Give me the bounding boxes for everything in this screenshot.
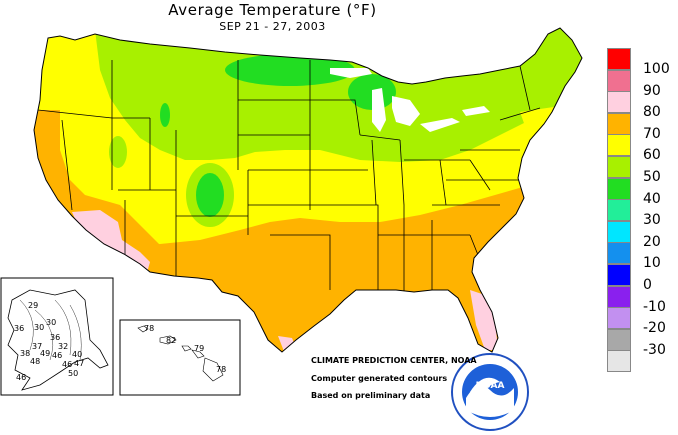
hawaii-value: 82 [166, 336, 176, 345]
alaska-value: 37 [32, 342, 42, 351]
alaska-value: 49 [40, 349, 50, 358]
alaska-value: 48 [30, 357, 40, 366]
legend-label: -30 [643, 341, 666, 358]
legend-label: 0 [643, 277, 652, 293]
legend-swatch [607, 199, 631, 222]
legend-label: -10 [643, 298, 666, 315]
legend-swatch [607, 307, 631, 330]
alaska-value: 40 [72, 350, 82, 359]
map-title: Average Temperature (°F) [168, 1, 377, 19]
legend-swatch [607, 134, 631, 157]
legend-swatch [607, 112, 631, 135]
noaa-logo-text: NOAA [476, 381, 505, 391]
credit-line-3: Based on preliminary data [311, 391, 431, 400]
legend-swatch [607, 69, 631, 92]
alaska-value: 36 [14, 324, 24, 333]
alaska-value: 30 [46, 318, 56, 327]
legend-label: 60 [643, 147, 661, 164]
alaska-value: 29 [28, 301, 38, 310]
credit-line-2: Computer generated contours [311, 374, 448, 383]
alaska-value: 38 [20, 349, 30, 358]
alaska-value: 50 [68, 369, 78, 378]
legend-swatch [607, 177, 631, 200]
alaska-value: 36 [50, 333, 60, 342]
hawaii-value: 78 [144, 324, 154, 333]
map-subtitle: SEP 21 - 27, 2003 [219, 20, 326, 33]
legend-label: 90 [643, 82, 661, 99]
credit-line-1: CLIMATE PREDICTION CENTER, NOAA [311, 356, 477, 365]
legend-label: 30 [643, 212, 661, 229]
alaska-inset: 29 30 36 30 36 37 32 49 38 46 48 40 46 4… [0, 277, 114, 396]
legend-swatch [607, 350, 631, 373]
alaska-value: 46 [52, 351, 62, 360]
legend-label: 50 [643, 169, 661, 185]
legend-swatch [607, 91, 631, 114]
legend-label: 80 [643, 104, 661, 121]
conus-outline [33, 27, 583, 353]
noaa-logo: NOAA [451, 353, 529, 431]
legend-swatch [607, 242, 631, 265]
legend-swatch [607, 220, 631, 243]
legend-label: -20 [643, 320, 666, 337]
alaska-value: 47 [74, 359, 84, 368]
hawaii-value: 79 [194, 344, 204, 353]
legend-swatch [607, 264, 631, 286]
alaska-value: 30 [34, 323, 44, 332]
legend-label: 70 [643, 125, 661, 142]
alaska-value: 32 [58, 342, 68, 351]
legend-swatch [607, 48, 631, 70]
legend-label: 100 [643, 61, 670, 77]
alaska-value: 46 [16, 373, 26, 382]
legend-label: 10 [643, 255, 661, 272]
legend-swatch [607, 328, 631, 351]
legend-label: 40 [643, 190, 661, 207]
hawaii-value: 78 [216, 365, 226, 374]
legend-swatch [607, 156, 631, 178]
legend-label: 20 [643, 233, 661, 250]
alaska-value: 46 [62, 360, 72, 369]
hawaii-inset: 78 82 79 78 [119, 319, 241, 396]
legend-swatch [607, 285, 631, 308]
